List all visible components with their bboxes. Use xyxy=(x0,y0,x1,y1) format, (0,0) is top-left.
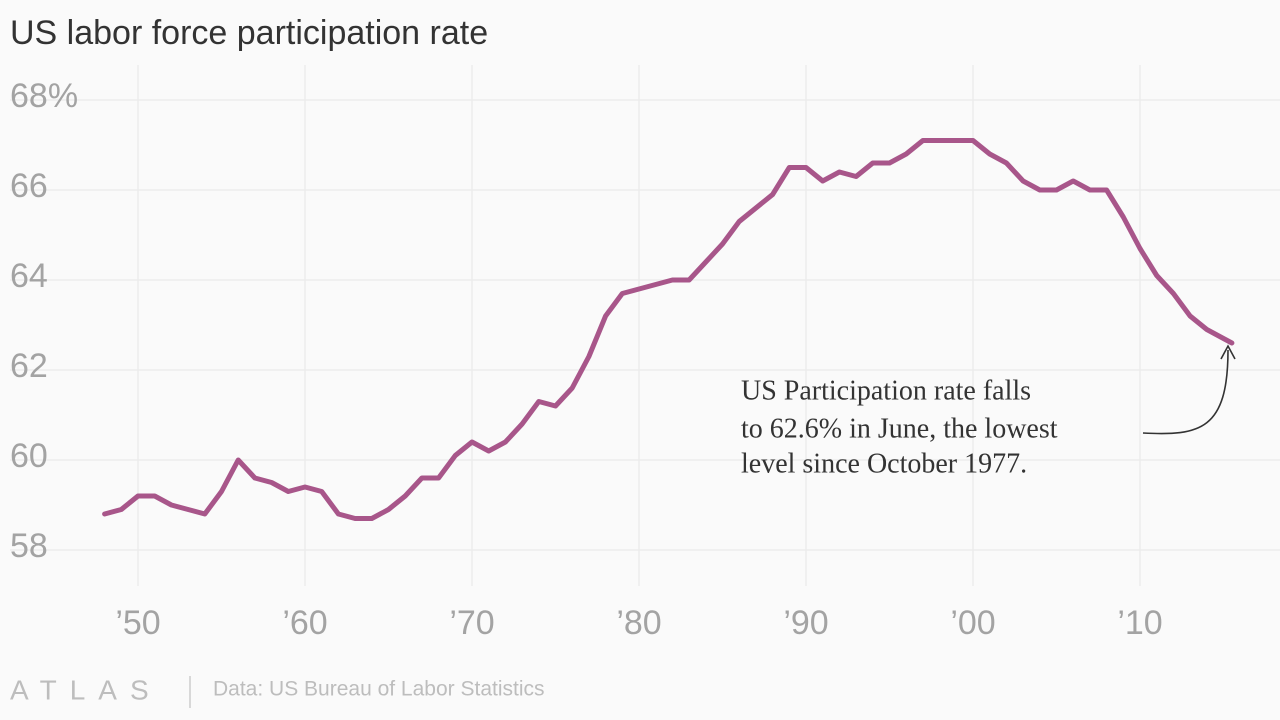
x-tick-label: ’70 xyxy=(449,604,494,642)
chart-title: US labor force participation rate xyxy=(10,14,488,52)
x-tick-label: ’80 xyxy=(616,604,661,642)
annotation-line: level since October 1977. xyxy=(741,448,1027,479)
x-tick-label: ’50 xyxy=(115,604,160,642)
source: Data: US Bureau of Labor Statistics xyxy=(213,678,545,701)
data-line xyxy=(102,138,1235,521)
x-tick-label: ’60 xyxy=(282,604,327,642)
x-tick-label: ’90 xyxy=(783,604,828,642)
y-tick-label: 60 xyxy=(10,437,48,475)
y-tick-label: 64 xyxy=(10,257,48,295)
grid xyxy=(10,65,1280,586)
x-tick-label: ’10 xyxy=(1117,604,1162,642)
y-tick-label: 66 xyxy=(10,167,48,205)
arrow-head xyxy=(1220,344,1236,360)
annotation-line: US Participation rate falls xyxy=(741,375,1031,406)
y-tick-label: 68% xyxy=(10,77,78,115)
logo: ATLAS xyxy=(10,674,162,705)
y-tick-label: 62 xyxy=(10,347,48,385)
x-tick-label: ’00 xyxy=(950,604,995,642)
annotation-line: to 62.6% in June, the lowest xyxy=(741,413,1058,444)
annotation-arrow xyxy=(1142,349,1229,435)
y-tick-label: 58 xyxy=(10,527,48,565)
plot xyxy=(102,138,1235,521)
